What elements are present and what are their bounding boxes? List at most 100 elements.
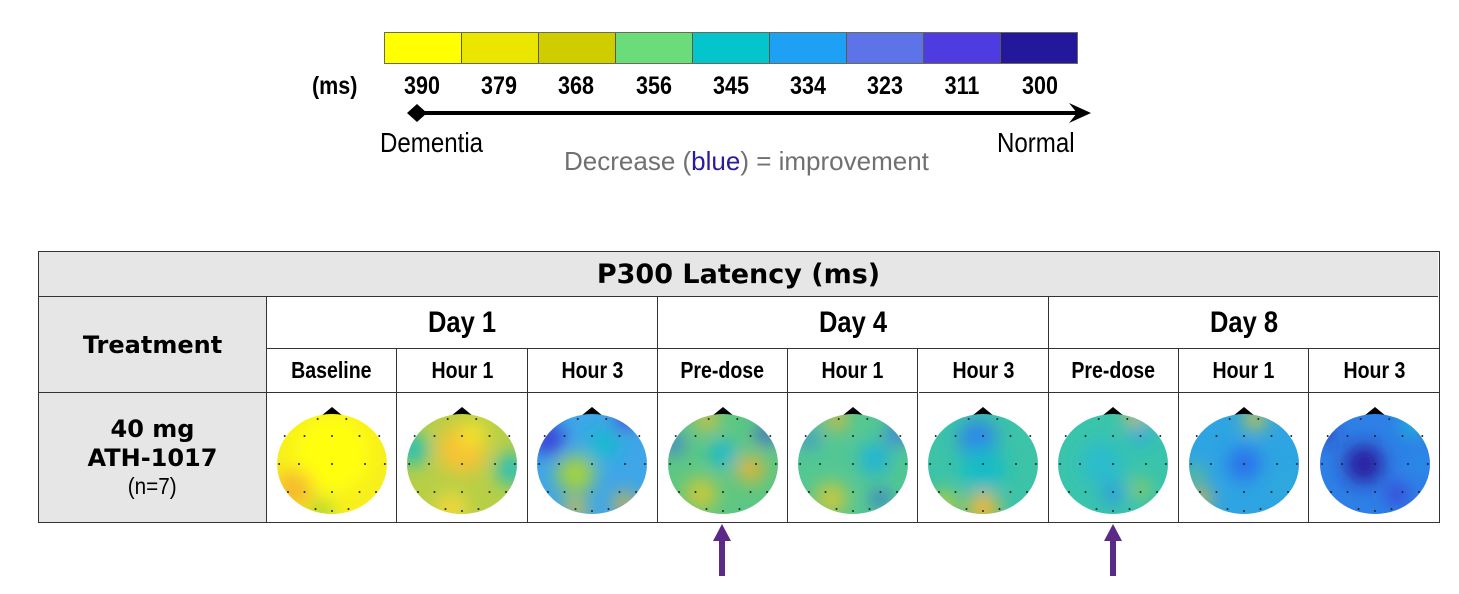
electrode-dot — [818, 462, 821, 465]
tick-label: 323 — [867, 72, 904, 100]
timepoint-header: Hour 1 — [1179, 349, 1310, 393]
scalp-map-cell — [788, 393, 919, 522]
scalp-topography-map — [1319, 406, 1430, 514]
electrode-dot — [677, 490, 680, 493]
electrode-dot — [477, 507, 480, 510]
timepoint-label: Hour 3 — [561, 357, 624, 383]
activity-blob — [1132, 480, 1150, 497]
electrode-dot — [1112, 434, 1115, 437]
tick-label: 356 — [635, 72, 672, 100]
electrode-dot — [694, 434, 697, 437]
electrode-dot — [433, 434, 436, 437]
electrode-dot — [721, 462, 724, 465]
electrode-dot — [721, 490, 724, 493]
electrode-dot — [488, 490, 491, 493]
improvement-note: Decrease (blue) = improvement — [564, 146, 929, 177]
electrode-dot — [1390, 507, 1393, 510]
activity-blob — [614, 492, 637, 514]
electrode-dot — [408, 462, 411, 465]
activity-blob — [494, 452, 517, 485]
activity-blob — [1080, 441, 1125, 486]
electrode-dot — [982, 509, 985, 512]
electrode-dot — [591, 509, 594, 512]
scalp-topography-map — [928, 406, 1039, 514]
activity-blob — [872, 490, 889, 507]
scalp-topography-map — [276, 406, 387, 514]
activity-blob — [1385, 482, 1408, 505]
electrode-dot — [413, 434, 416, 437]
electrode-dot — [835, 507, 838, 510]
day-label: Day 1 — [427, 305, 496, 339]
nose-marker-icon — [1102, 406, 1125, 416]
electrode-dot — [1373, 462, 1376, 465]
electrode-dot — [1242, 434, 1245, 437]
activity-blob — [406, 432, 429, 465]
activity-blob — [961, 446, 1006, 491]
electrode-dot — [1165, 462, 1168, 465]
scalp-map-cell — [528, 393, 658, 522]
activity-blob — [858, 442, 892, 475]
electrode-dot — [954, 490, 957, 493]
activity-blob — [756, 423, 777, 444]
electrode-dot — [1373, 434, 1376, 437]
day-header: Day 8 — [1048, 297, 1440, 349]
tick-label: 345 — [712, 72, 749, 100]
electrode-dot — [1373, 509, 1376, 512]
electrode-dot — [1139, 490, 1142, 493]
electrode-dot — [949, 462, 952, 465]
electrode-dot — [1145, 462, 1148, 465]
electrode-dot — [982, 490, 985, 493]
tick-label: 368 — [558, 72, 595, 100]
electrode-dot — [1242, 490, 1245, 493]
electrode-dot — [774, 462, 777, 465]
electrode-dot — [460, 462, 463, 465]
treatment-header: Treatment — [39, 297, 267, 393]
electrode-dot — [851, 462, 854, 465]
scalp-map-cell — [397, 393, 528, 522]
activity-blob — [800, 430, 818, 447]
timepoint-header: Hour 3 — [918, 349, 1049, 393]
electrode-dot — [493, 462, 496, 465]
electrode-dot — [707, 417, 710, 420]
activity-blob — [1344, 444, 1383, 483]
electrode-dot — [543, 434, 546, 437]
electrode-dot — [879, 490, 882, 493]
electrode-dot — [904, 462, 907, 465]
scalp-map-cell — [1049, 393, 1180, 522]
activity-blob — [814, 482, 848, 514]
scalp-topography-map — [667, 406, 778, 514]
electrode-dot — [754, 462, 757, 465]
electrode-dot — [1320, 462, 1323, 465]
electrode-dot — [996, 417, 999, 420]
electrode-dot — [1068, 490, 1071, 493]
nose-marker-icon — [1232, 406, 1255, 416]
timepoint-header: Hour 3 — [527, 349, 658, 393]
scalp-map-cell — [919, 393, 1049, 522]
timepoint-label: Hour 1 — [1212, 357, 1275, 383]
drug-name: ATH-1017 — [87, 443, 218, 472]
electrode-dot — [1401, 490, 1404, 493]
activity-blob — [1410, 455, 1427, 472]
electrode-dot — [1034, 462, 1037, 465]
activity-blob — [825, 413, 848, 430]
electrode-dot — [286, 490, 289, 493]
electrode-dot — [547, 490, 550, 493]
electrode-dot — [1126, 417, 1129, 420]
electrode-dot — [1401, 434, 1404, 437]
timepoint-label: Baseline — [291, 357, 372, 383]
electrode-dot — [694, 490, 697, 493]
electrode-dot — [1270, 434, 1273, 437]
electrode-dot — [954, 434, 957, 437]
electrode-dot — [929, 462, 932, 465]
activity-blob — [708, 439, 737, 468]
scalp-topography-map — [797, 406, 908, 514]
electrode-dot — [879, 434, 882, 437]
activity-blob — [885, 422, 908, 445]
electrode-dot — [735, 417, 738, 420]
tick-label: 379 — [481, 72, 518, 100]
nose-marker-icon — [320, 406, 343, 416]
activity-blob — [586, 427, 620, 460]
electrode-dot — [1406, 462, 1409, 465]
activity-blob — [695, 413, 718, 430]
electrode-dot — [1420, 434, 1423, 437]
